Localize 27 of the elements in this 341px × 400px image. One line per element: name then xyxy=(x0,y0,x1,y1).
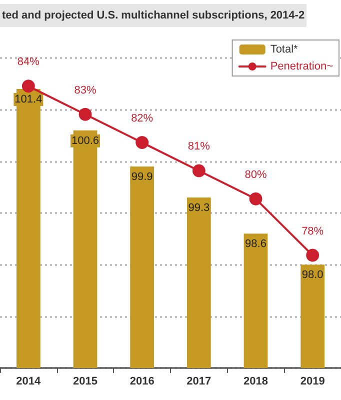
data-label: 98.6 xyxy=(245,238,266,250)
data-label: 98.0 xyxy=(302,269,324,282)
point xyxy=(249,192,262,206)
legend-label: Penetration~ xyxy=(270,60,333,72)
x-tick-label: 2018 xyxy=(244,376,268,388)
point xyxy=(136,136,149,150)
point xyxy=(78,108,92,121)
data-label: 80% xyxy=(244,168,267,181)
data-label: 100.6 xyxy=(71,134,100,147)
data-label: 101.4 xyxy=(14,94,42,106)
chart-title: ted and projected U.S. multichannel subscriptions, 2014-2 xyxy=(2,10,305,22)
x-tick-label: 2019 xyxy=(300,376,325,388)
point xyxy=(192,164,206,178)
point xyxy=(306,248,320,262)
data-label: 99.3 xyxy=(188,202,210,214)
data-label: 81% xyxy=(188,140,210,153)
legend-label: Total* xyxy=(270,44,299,56)
data-label: 99.9 xyxy=(131,171,153,183)
x-tick-label: 2015 xyxy=(73,376,98,388)
data-label: 83% xyxy=(74,84,96,96)
point xyxy=(22,80,35,93)
x-tick-label: 2014 xyxy=(16,376,42,388)
data-label: 78% xyxy=(302,225,324,238)
data-label: 82% xyxy=(131,112,154,125)
data-label: 84% xyxy=(17,56,40,68)
x-tick-label: 2016 xyxy=(130,376,154,388)
x-tick-label: 2017 xyxy=(186,376,212,388)
